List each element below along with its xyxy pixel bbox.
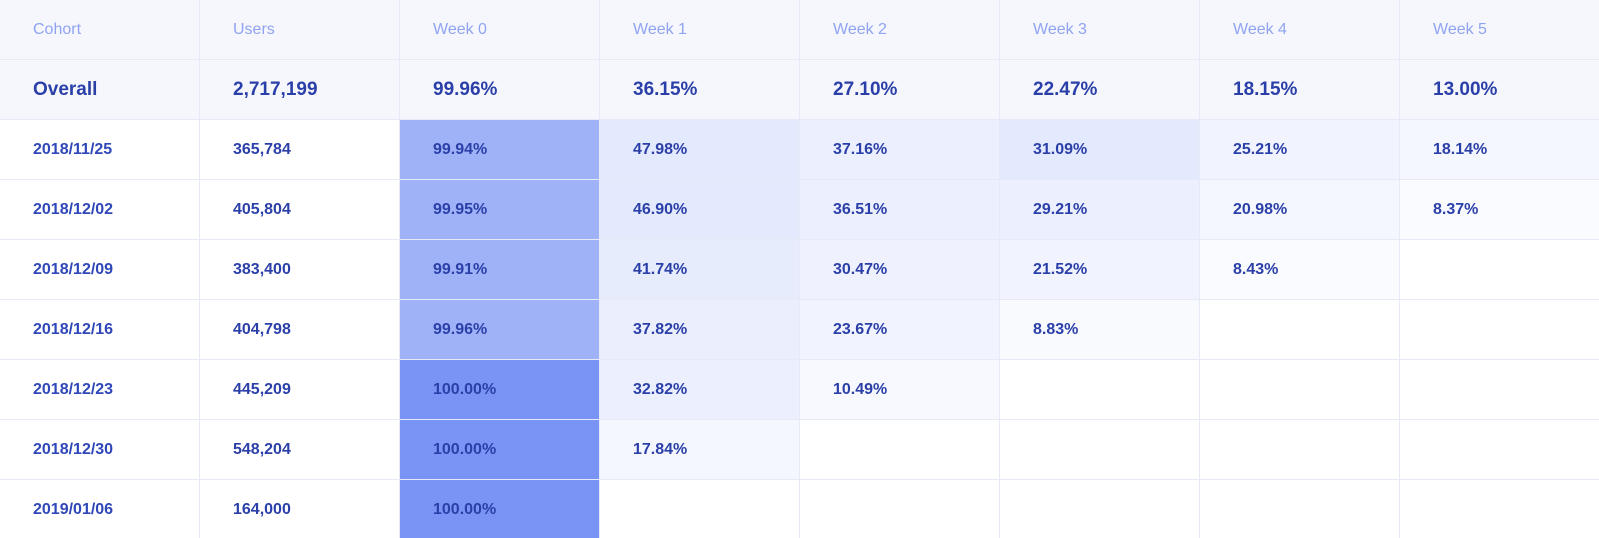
retention-cell-week-4[interactable]: 25.21% [1200,120,1400,179]
retention-cell-week-2[interactable]: 10.49% [800,360,1000,419]
retention-cell-week-3[interactable] [1000,420,1200,479]
overall-week-3-value: 22.47% [1000,60,1200,119]
column-header-cohort[interactable]: Cohort [0,0,200,59]
cohort-users: 383,400 [200,240,400,299]
cohort-date: 2018/11/25 [0,120,200,179]
table-body: 2018/11/25 365,784 99.94% 47.98% 37.16% 31.09… [0,120,1599,538]
retention-cell-week-3[interactable]: 31.09% [1000,120,1200,179]
cohort-users: 404,798 [200,300,400,359]
cohort-date: 2018/12/02 [0,180,200,239]
retention-cell-week-0[interactable]: 99.94% [400,120,600,179]
overall-week-2-value: 27.10% [800,60,1000,119]
table-row[interactable]: 2018/12/16 404,798 99.96% 37.82% 23.67% 8.83% [0,300,1599,360]
table-row[interactable]: 2018/12/23 445,209 100.00% 32.82% 10.49% [0,360,1599,420]
retention-cell-week-5[interactable]: 8.37% [1400,180,1599,239]
retention-cell-week-1[interactable]: 47.98% [600,120,800,179]
retention-cell-week-3[interactable] [1000,360,1200,419]
retention-cell-week-0[interactable]: 100.00% [400,360,600,419]
retention-cell-week-3[interactable] [1000,480,1200,538]
retention-cell-week-1[interactable]: 46.90% [600,180,800,239]
column-header-week-2[interactable]: Week 2 [800,0,1000,59]
retention-cell-week-1[interactable] [600,480,800,538]
retention-cell-week-3[interactable]: 29.21% [1000,180,1200,239]
retention-cell-week-4[interactable] [1200,480,1400,538]
column-header-users[interactable]: Users [200,0,400,59]
overall-week-5-value: 13.00% [1433,78,1498,100]
retention-cell-week-3[interactable]: 8.83% [1000,300,1200,359]
table-row[interactable]: 2018/12/30 548,204 100.00% 17.84% [0,420,1599,480]
cohort-users: 164,000 [200,480,400,538]
cohort-users: 365,784 [200,120,400,179]
retention-cell-week-4[interactable]: 8.43% [1200,240,1400,299]
retention-cell-week-5[interactable] [1400,480,1599,538]
table-row[interactable]: 2018/12/09 383,400 99.91% 41.74% 30.47% 21.52… [0,240,1599,300]
table-row[interactable]: 2019/01/06 164,000 100.00% [0,480,1599,538]
retention-cell-week-2[interactable] [800,480,1000,538]
cohort-date: 2018/12/09 [0,240,200,299]
overall-week-4-value: 18.15% [1200,60,1400,119]
overall-users: 2,717,199 [200,60,400,119]
table-row[interactable]: 2018/12/02 405,804 99.95% 46.90% 36.51% 29.21… [0,180,1599,240]
retention-cell-week-1[interactable]: 41.74% [600,240,800,299]
retention-cell-week-5[interactable] [1400,240,1599,299]
cohort-date: 2019/01/06 [0,480,200,538]
table-row[interactable]: 2018/11/25 365,784 99.94% 47.98% 37.16% 31.09… [0,120,1599,180]
retention-cell-week-0[interactable]: 100.00% [400,420,600,479]
cohort-date: 2018/12/16 [0,300,200,359]
retention-cell-week-5[interactable] [1400,420,1599,479]
retention-cell-week-4[interactable] [1200,360,1400,419]
overall-week-1-value: 36.15% [600,60,800,119]
retention-cell-week-2[interactable]: 36.51% [800,180,1000,239]
retention-cell-week-1[interactable]: 17.84% [600,420,800,479]
retention-cell-week-0[interactable]: 100.00% [400,480,600,538]
retention-cell-week-4[interactable]: 20.98% [1200,180,1400,239]
column-header-week-0[interactable]: Week 0 [400,0,600,59]
retention-cell-week-5[interactable] [1400,300,1599,359]
overall-row[interactable]: Overall 2,717,199 99.96% 36.15% 27.10% 22.47%… [0,60,1599,120]
retention-cell-week-4[interactable] [1200,420,1400,479]
cohort-users: 445,209 [200,360,400,419]
cohort-users: 548,204 [200,420,400,479]
cohort-users: 405,804 [200,180,400,239]
retention-cell-week-0[interactable]: 99.91% [400,240,600,299]
retention-cell-week-0[interactable]: 99.96% [400,300,600,359]
overall-label: Overall [0,60,200,119]
retention-cell-week-3[interactable]: 21.52% [1000,240,1200,299]
table-header-row: Cohort Users Week 0 Week 1 Week 2 Week 3 Week … [0,0,1599,60]
column-header-week-4[interactable]: Week 4 [1200,0,1400,59]
cohort-date: 2018/12/23 [0,360,200,419]
overall-week-0-value: 99.96% [400,60,600,119]
retention-cell-week-1[interactable]: 37.82% [600,300,800,359]
retention-cell-week-2[interactable]: 30.47% [800,240,1000,299]
retention-cell-week-2[interactable] [800,420,1000,479]
column-header-week-3[interactable]: Week 3 [1000,0,1200,59]
column-header-week-5[interactable]: Week 5 [1433,20,1487,38]
retention-cell-week-0[interactable]: 99.95% [400,180,600,239]
retention-cell-week-2[interactable]: 23.67% [800,300,1000,359]
retention-cell-week-4[interactable] [1200,300,1400,359]
retention-cell-week-2[interactable]: 37.16% [800,120,1000,179]
cohort-date: 2018/12/30 [0,420,200,479]
retention-cell-week-1[interactable]: 32.82% [600,360,800,419]
retention-cell-week-5[interactable] [1400,360,1599,419]
column-header-week-1[interactable]: Week 1 [600,0,800,59]
retention-cell-week-5[interactable]: 18.14% [1400,120,1599,179]
